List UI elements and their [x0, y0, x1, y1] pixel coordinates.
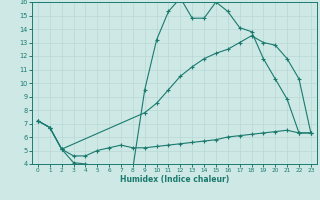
X-axis label: Humidex (Indice chaleur): Humidex (Indice chaleur): [120, 175, 229, 184]
